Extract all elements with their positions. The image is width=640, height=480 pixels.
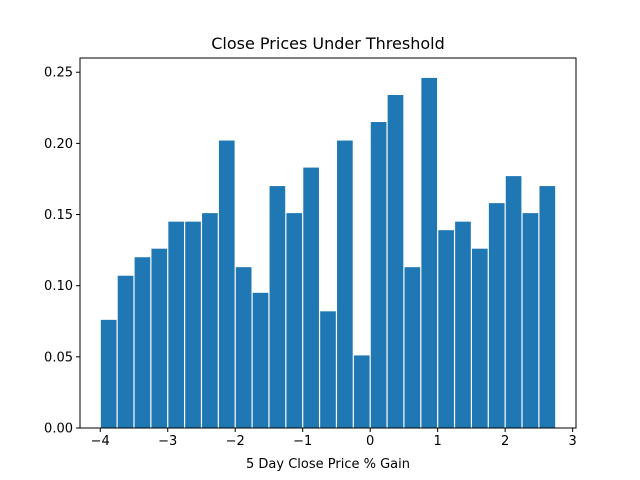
x-axis-label: 5 Day Close Price % Gain (246, 457, 410, 472)
histogram-bar (539, 186, 556, 428)
x-tick-label: −4 (91, 434, 110, 449)
x-tick-label: −1 (293, 434, 312, 449)
histogram-bar (252, 292, 269, 428)
histogram-bar (303, 167, 319, 428)
histogram-bar (286, 213, 303, 428)
histogram-bar (269, 186, 286, 428)
histogram-bar (151, 248, 168, 428)
histogram-bar (404, 267, 421, 428)
x-tick-label: 1 (434, 434, 442, 449)
histogram-bar (320, 311, 336, 428)
histogram-bar (353, 355, 370, 428)
bars-group (100, 77, 556, 429)
histogram-bar (235, 267, 252, 428)
histogram-bar (134, 257, 151, 428)
y-tick-label: 0.05 (44, 350, 73, 365)
x-tick-label: 2 (501, 434, 509, 449)
plot-frame (79, 57, 577, 429)
histogram-bar (100, 319, 117, 428)
histogram-bar (505, 176, 522, 428)
histogram-bar (218, 140, 235, 429)
histogram-bar (522, 213, 539, 428)
histogram-bar (202, 213, 218, 428)
x-axis-ticks: −4 −3 −2 −1 0 1 2 3 (91, 428, 577, 449)
histogram-bar (438, 230, 454, 428)
chart-title: Close Prices Under Threshold (211, 34, 445, 53)
histogram-bar (370, 122, 387, 428)
y-tick-label: 0.00 (44, 422, 73, 437)
x-tick-label: 0 (366, 434, 374, 449)
histogram-bar (185, 221, 201, 428)
histogram-bar (421, 77, 438, 429)
y-tick-label: 0.25 (44, 66, 73, 81)
histogram-bar (337, 140, 353, 429)
histogram-bar (455, 221, 471, 428)
y-tick-label: 0.15 (44, 208, 73, 223)
x-tick-label: −3 (158, 434, 177, 449)
y-tick-label: 0.20 (44, 137, 73, 152)
histogram-bar (387, 95, 404, 428)
histogram-bar (117, 275, 134, 428)
histogram-bar (168, 221, 184, 428)
x-tick-label: −2 (226, 434, 245, 449)
histogram-bar (472, 248, 488, 428)
y-axis-ticks: 0.00 0.05 0.10 0.15 0.20 0.25 (44, 66, 80, 437)
y-tick-label: 0.10 (44, 279, 73, 294)
x-tick-label: 3 (568, 434, 576, 449)
histogram-bar (488, 203, 505, 428)
